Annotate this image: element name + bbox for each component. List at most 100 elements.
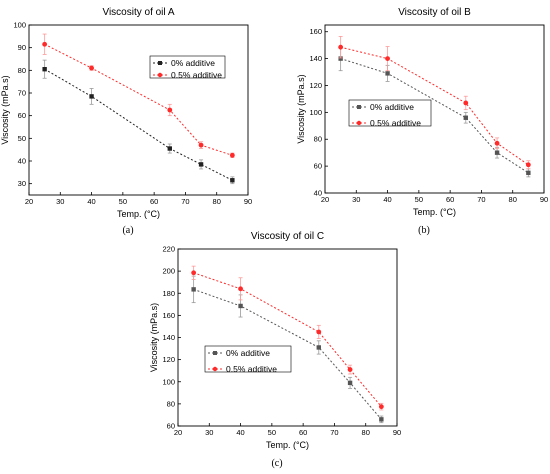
- y-tick-label: 180: [162, 289, 175, 298]
- x-tick-label: 90: [244, 197, 252, 206]
- x-tick-label: 90: [540, 195, 548, 204]
- data-point: [463, 115, 468, 120]
- chart-panel: Viscosity of oil C 20 30 40 50 60 70 80 90 60 80 10…: [149, 231, 401, 469]
- data-point: [316, 329, 322, 335]
- series-2: [191, 265, 384, 411]
- legend-label: 0.5% additive: [171, 70, 222, 80]
- y-tick-label: 140: [309, 54, 322, 63]
- panel-label: (a): [122, 225, 133, 236]
- data-point: [347, 380, 353, 386]
- series-1: [42, 59, 235, 185]
- legend-label: 0% additive: [226, 348, 270, 358]
- y-tick-label: 80: [18, 66, 26, 75]
- x-tick-label: 60: [446, 195, 454, 204]
- chart-title: Viscosity of oil C: [251, 231, 324, 242]
- data-point: [494, 140, 500, 146]
- data-point: [89, 65, 94, 71]
- series-line: [340, 46, 529, 166]
- y-axis-label: Viscosity (mPa.s): [149, 303, 159, 372]
- y-tick-label: 80: [167, 399, 175, 408]
- data-point: [198, 162, 204, 167]
- data-point: [338, 56, 343, 61]
- data-point: [494, 150, 500, 155]
- chart-panel: Viscosity of oil B 20 30 40 50 60 70 80 90 40 60 80…: [296, 7, 548, 236]
- data-point: [42, 41, 48, 47]
- x-axis-label: Temp. (°C): [413, 207, 456, 217]
- x-tick-label: 80: [362, 428, 370, 437]
- x-tick-label: 50: [415, 195, 423, 204]
- y-tick-label: 200: [162, 267, 175, 276]
- data-point: [238, 303, 243, 309]
- y-tick-label: 140: [162, 333, 175, 342]
- y-tick-label: 160: [162, 311, 175, 320]
- series-line: [44, 68, 233, 181]
- y-tick-label: 100: [162, 377, 175, 386]
- data-point: [347, 367, 353, 372]
- legend-marker: [158, 61, 162, 65]
- panel-label: (b): [418, 225, 430, 236]
- series-1: [191, 275, 384, 424]
- x-tick-label: 50: [119, 197, 127, 206]
- data-point: [463, 100, 469, 106]
- y-tick-label: 40: [314, 189, 322, 198]
- chart-title: Viscosity of oil A: [102, 7, 174, 18]
- chart-title: Viscosity of oil B: [398, 7, 471, 18]
- series-2: [42, 33, 235, 159]
- x-tick-label: 70: [477, 195, 485, 204]
- data-point: [191, 270, 197, 276]
- plot-frame: [177, 248, 398, 427]
- series-line: [193, 288, 382, 420]
- series-line: [193, 272, 382, 407]
- x-tick-label: 60: [299, 428, 307, 437]
- data-point: [385, 56, 390, 61]
- y-tick-label: 120: [162, 355, 175, 364]
- data-point: [42, 67, 47, 72]
- x-tick-label: 40: [236, 428, 244, 437]
- x-tick-label: 20: [25, 197, 33, 206]
- legend-marker: [212, 366, 218, 372]
- x-tick-label: 70: [330, 428, 338, 437]
- legend-box: [149, 55, 226, 79]
- legend-marker: [356, 120, 362, 126]
- x-tick-label: 40: [383, 195, 391, 204]
- y-axis-label: Viscosity (mPa.s): [296, 74, 306, 143]
- data-point: [316, 345, 321, 350]
- plot-frame: [28, 24, 249, 196]
- data-point: [230, 178, 235, 183]
- x-tick-label: 30: [352, 195, 360, 204]
- y-tick-label: 220: [162, 245, 175, 254]
- y-tick-label: 90: [18, 43, 26, 52]
- data-point: [525, 162, 531, 168]
- series-1: [338, 46, 531, 178]
- x-tick-label: 60: [150, 197, 158, 206]
- chart-panel: Viscosity of oil A 20 30 40 50 60 70 80 90 30 40 50…: [0, 7, 252, 236]
- legend-label: 0.5% additive: [370, 118, 421, 128]
- legend-label: 0% additive: [370, 102, 414, 112]
- x-tick-label: 50: [268, 428, 276, 437]
- data-point: [338, 44, 344, 50]
- legend-marker: [357, 105, 361, 109]
- y-tick-label: 60: [167, 422, 175, 431]
- x-tick-label: 70: [181, 197, 189, 206]
- legend-box: [204, 345, 292, 373]
- y-tick-label: 120: [309, 81, 322, 90]
- data-point: [526, 170, 531, 176]
- y-tick-label: 60: [18, 111, 26, 120]
- legend: 0% additive 0.5% additive: [348, 99, 432, 128]
- series-2: [338, 36, 531, 170]
- legend: 0% additive 0.5% additive: [149, 55, 226, 80]
- x-tick-label: 30: [205, 428, 213, 437]
- x-tick-label: 30: [56, 197, 64, 206]
- x-tick-label: 20: [174, 428, 182, 437]
- y-tick-label: 60: [314, 162, 322, 171]
- x-tick-label: 80: [509, 195, 517, 204]
- y-tick-label: 30: [18, 179, 26, 188]
- data-point: [167, 146, 172, 151]
- data-point: [89, 94, 94, 99]
- plot-frame: [324, 24, 545, 194]
- x-axis-label: Temp. (°C): [266, 440, 309, 450]
- y-axis-label: Viscosity (mPa.s): [0, 75, 10, 144]
- data-point: [191, 287, 196, 292]
- legend: 0% additive 0.5% additive: [204, 345, 292, 374]
